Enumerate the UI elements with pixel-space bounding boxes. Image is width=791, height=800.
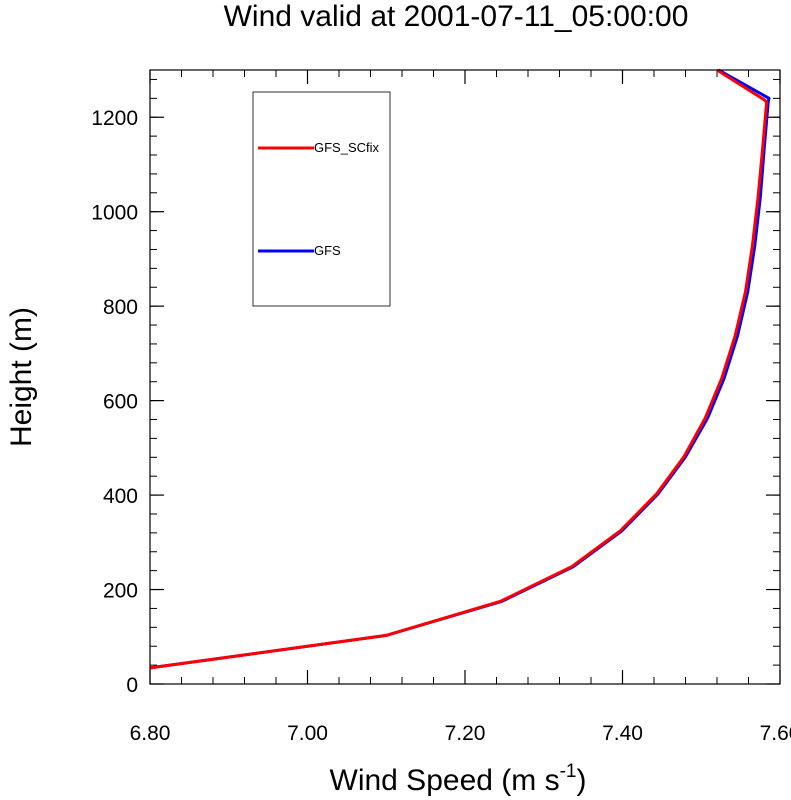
y-tick-labels: 0 200 400 600 800 1000 1200 — [91, 107, 138, 697]
x-tick-labels: 6.80 7.00 7.20 7.40 7.60 — [130, 722, 791, 745]
legend-label-gfs: GFS — [314, 243, 341, 258]
x-tick-label: 7.40 — [602, 722, 643, 745]
y-tick-label: 400 — [103, 485, 138, 508]
y-tick-label: 600 — [103, 391, 138, 414]
y-tick-label: 800 — [103, 296, 138, 319]
x-tick-label: 7.20 — [445, 722, 486, 745]
x-tick-label: 7.60 — [760, 722, 791, 745]
legend-box — [252, 91, 391, 307]
series-lines — [149, 68, 771, 670]
chart-title: Wind valid at 2001-07-11_05:00:00 — [224, 0, 689, 33]
series-line-gfs-scfix — [149, 68, 769, 670]
x-axis-label-close: ) — [577, 764, 587, 797]
y-tick-label: 1200 — [91, 107, 138, 130]
x-tick-label: 7.00 — [287, 722, 328, 745]
legend-label-gfs-scfix: GFS_SCfix — [314, 140, 380, 155]
series-line-gfs — [149, 68, 771, 670]
legend: GFS_SCfix GFS — [252, 91, 391, 307]
y-tick-label: 200 — [103, 580, 138, 603]
y-tick-label: 1000 — [91, 202, 138, 225]
x-axis-label-superscript: -1 — [560, 761, 577, 782]
x-tick-label: 6.80 — [130, 722, 171, 745]
plot-frame — [149, 69, 781, 685]
x-axis-label-main: Wind Speed (m s — [330, 764, 560, 797]
y-axis-label: Height (m) — [5, 307, 38, 447]
y-tick-label: 0 — [126, 674, 138, 697]
major-ticks — [149, 70, 781, 685]
minor-ticks — [149, 70, 781, 685]
x-axis-label: Wind Speed (m s-1) — [330, 761, 587, 797]
